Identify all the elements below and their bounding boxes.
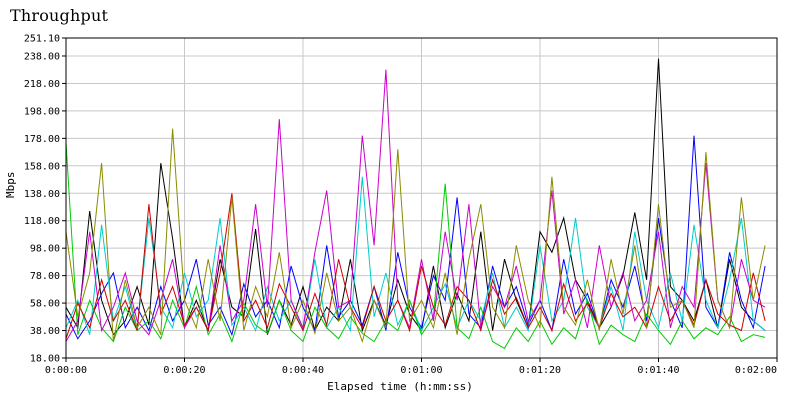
y-tick-label: 98.00 bbox=[30, 244, 60, 255]
y-tick-label: 238.00 bbox=[24, 51, 60, 62]
y-tick-label: 198.00 bbox=[24, 106, 60, 117]
grid-layer bbox=[65, 37, 778, 359]
y-tick-label: 38.00 bbox=[30, 326, 60, 337]
x-tick-label: 0:02:00 bbox=[735, 365, 777, 376]
plot-frame bbox=[65, 37, 778, 359]
y-tick-label: 218.00 bbox=[24, 79, 60, 90]
y-tick-label: 251.10 bbox=[24, 34, 60, 45]
series-line-5 bbox=[65, 69, 766, 342]
series-line-1 bbox=[65, 58, 766, 336]
series-line-4 bbox=[65, 142, 766, 350]
y-tick-label: 118.00 bbox=[24, 216, 60, 227]
y-axis-label: Mbps bbox=[4, 171, 17, 199]
axis-layer: 18.00 38.00 58.00 78.00 98.00 118.00 138.00 158… bbox=[24, 34, 778, 376]
series-line-7 bbox=[65, 128, 766, 344]
x-tick-label: 0:00:20 bbox=[163, 365, 205, 376]
x-tick-label: 0:00:00 bbox=[45, 365, 87, 376]
x-axis-label: Elapsed time (h:mm:ss) bbox=[327, 380, 473, 393]
x-tick-label: 0:01:20 bbox=[519, 365, 561, 376]
y-tick-label: 158.00 bbox=[24, 161, 60, 172]
x-tick-label: 0:01:00 bbox=[400, 365, 442, 376]
y-tick-label: 58.00 bbox=[30, 299, 60, 310]
y-tick-label: 138.00 bbox=[24, 189, 60, 200]
series-line-6 bbox=[65, 193, 766, 339]
x-tick-label: 0:01:40 bbox=[637, 365, 679, 376]
y-tick-label: 18.00 bbox=[30, 354, 60, 365]
series-layer bbox=[65, 58, 766, 350]
chart-title: Throughput bbox=[10, 6, 109, 25]
y-tick-label: 78.00 bbox=[30, 271, 60, 282]
x-tick-label: 0:00:40 bbox=[282, 365, 324, 376]
y-tick-label: 178.00 bbox=[24, 134, 60, 145]
